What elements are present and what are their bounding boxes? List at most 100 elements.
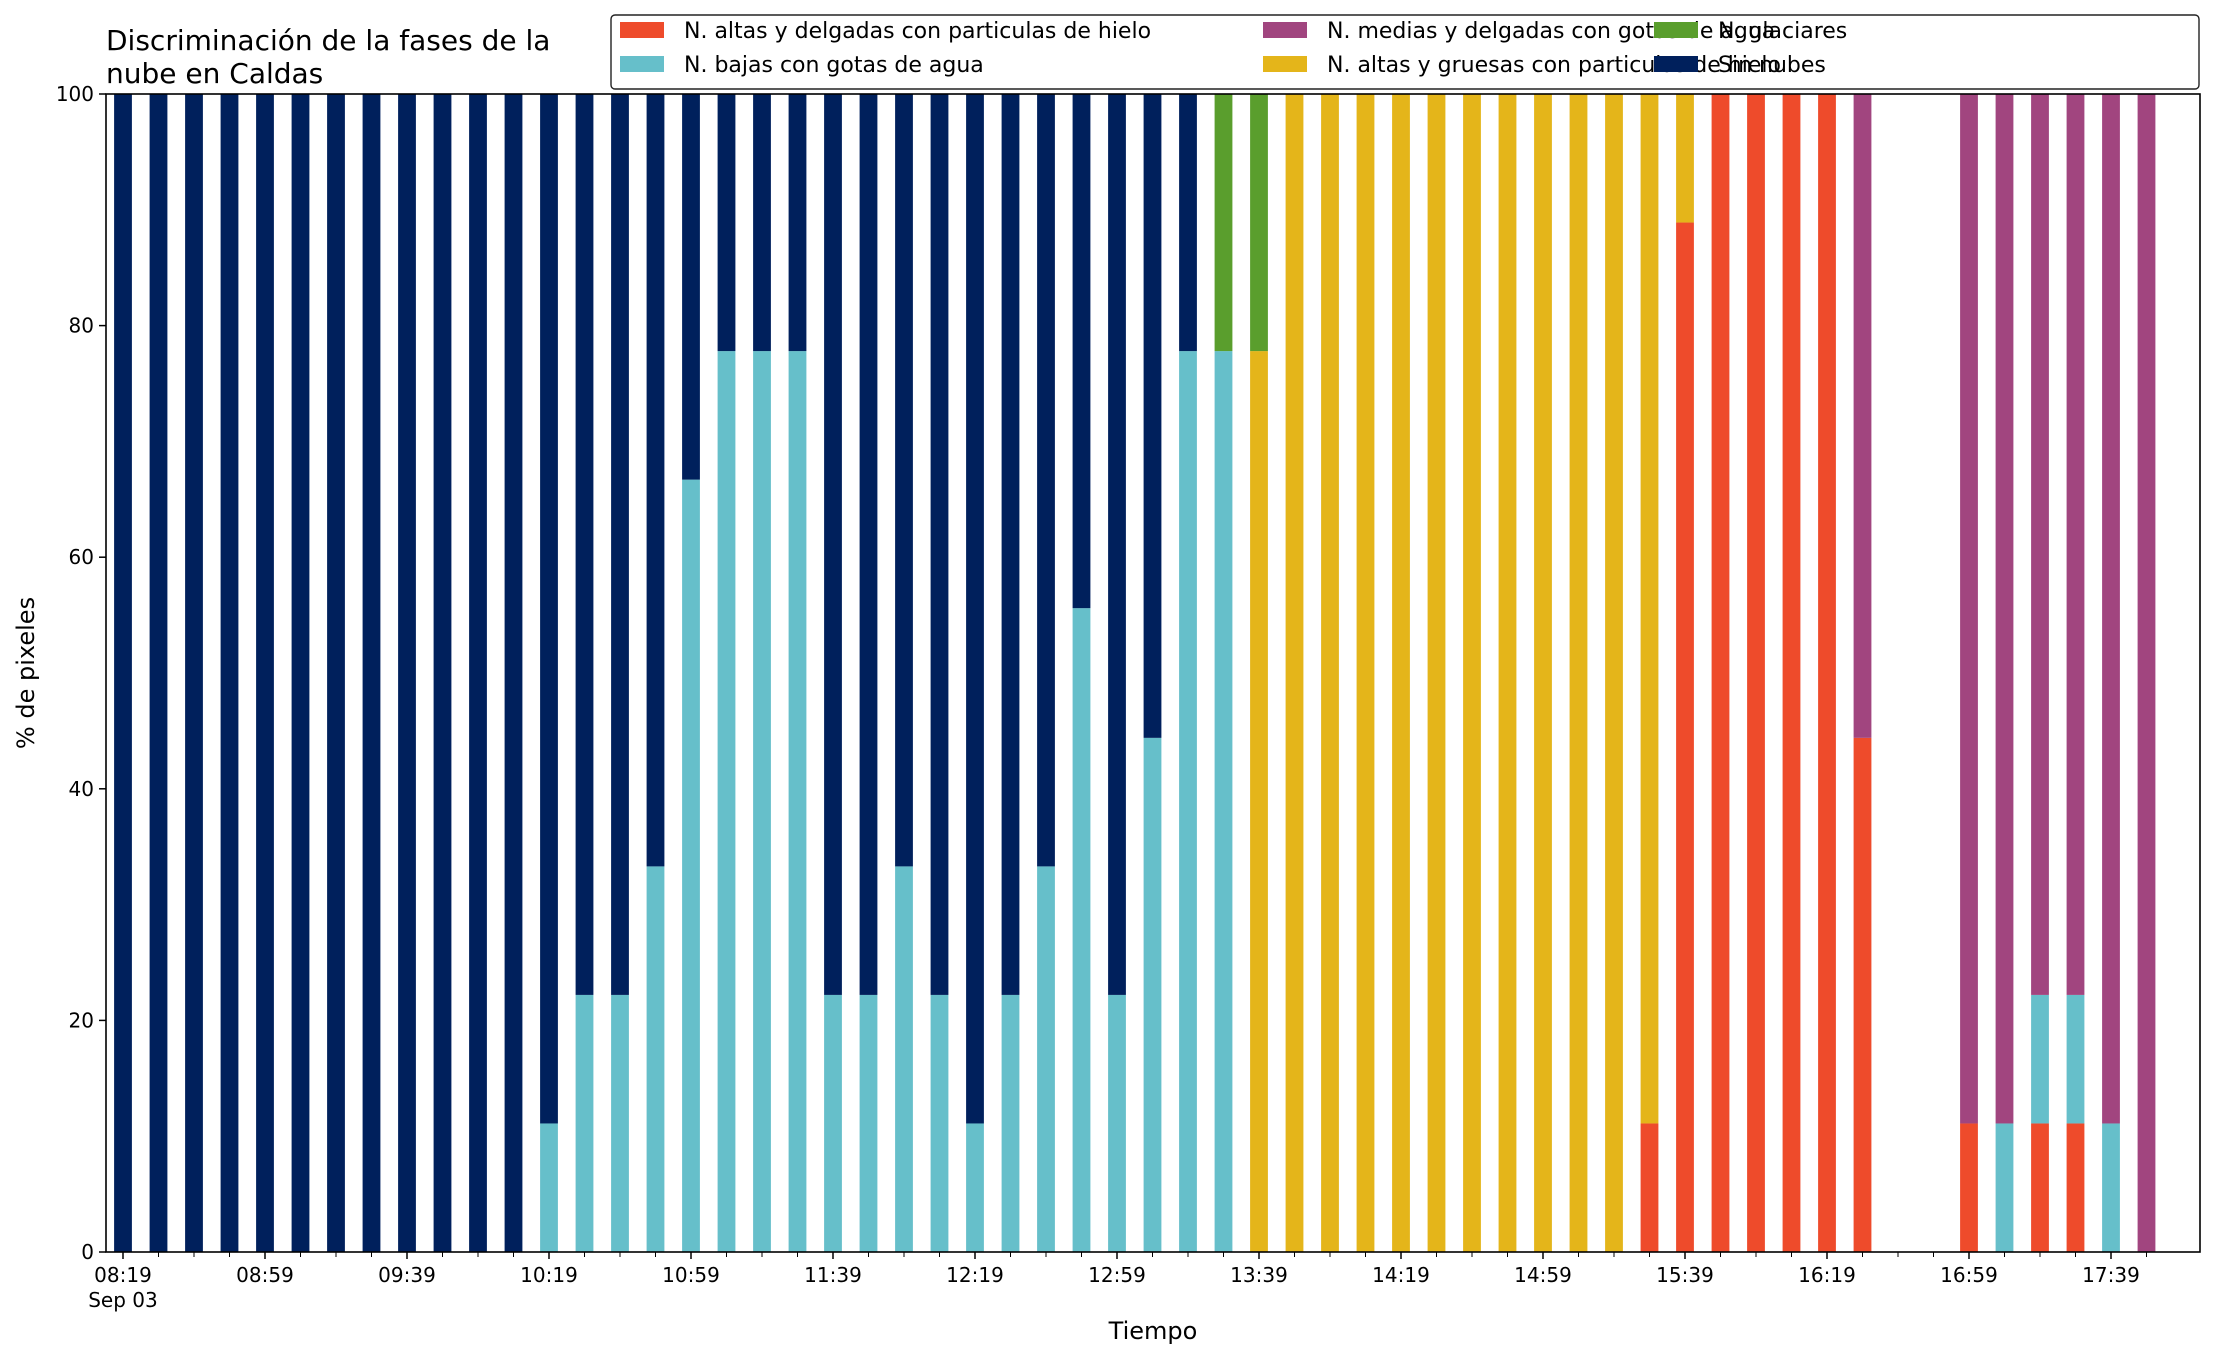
legend-label-n-medias-y-delgadas-con-gotas-de-agua: N. medias y delgadas con gotas de agua: [1327, 19, 1775, 44]
bar-n-glaciares-1329: [1214, 94, 1233, 352]
legend-label-n-altas-y-gruesas-con-particulas-de-hielo: N. altas y gruesas con particulas de hie…: [1327, 53, 1781, 78]
bar-sin-nubes-1039: [611, 94, 629, 995]
bar-n-bajas-con-gotas-de-agua-1039: [611, 994, 629, 1252]
bar-sin-nubes-1119: [753, 94, 771, 352]
bar-n-altas-y-delgadas-con-particulas-de-hielo-1729: [2066, 1123, 2085, 1252]
bar-n-bajas-con-gotas-de-agua-1729: [2066, 994, 2085, 1124]
bar-sin-nubes-0849: [220, 94, 239, 1252]
bar-n-altas-y-delgadas-con-particulas-de-hielo-1719: [2031, 1123, 2049, 1252]
bar-n-bajas-con-gotas-de-agua-1049: [646, 866, 665, 1252]
legend-swatch-n-altas-y-delgadas-con-particulas-de-hielo: [620, 22, 664, 38]
bar-n-bajas-con-gotas-de-agua-1059: [682, 479, 700, 1252]
legend-label-sin-nubes: Sin nubes: [1718, 53, 1826, 78]
x-tick-label: 17:39: [2082, 1263, 2140, 1287]
bar-sin-nubes-1009: [504, 94, 523, 1252]
legend-label-n-bajas-con-gotas-de-agua: N. bajas con gotas de agua: [684, 53, 984, 78]
bar-n-medias-y-delgadas-con-gotas-de-agua-1749: [2137, 94, 2156, 1252]
legend-swatch-sin-nubes: [1654, 56, 1698, 72]
legend-label-n-altas-y-delgadas-con-particulas-de-hielo: N. altas y delgadas con particulas de hi…: [684, 19, 1151, 44]
bar-sin-nubes-0839: [185, 94, 203, 1252]
bar-n-bajas-con-gotas-de-agua-1709: [1995, 1123, 2014, 1252]
bar-n-altas-y-gruesas-con-particulas-de-hielo-1349: [1285, 94, 1304, 1252]
x-axis-label: Tiempo: [1108, 1317, 1198, 1345]
bar-sin-nubes-1019: [540, 94, 558, 1124]
y-tick-label: 20: [69, 1008, 94, 1032]
x-tick-label: 14:19: [1372, 1263, 1430, 1287]
x-tick-label: 10:59: [662, 1263, 720, 1287]
bar-sin-nubes-1109: [717, 94, 736, 352]
chart-title-line-1: Discriminación de la fases de la: [106, 24, 550, 57]
bar-n-bajas-con-gotas-de-agua-1159: [895, 866, 913, 1252]
x-tick-label: 10:19: [520, 1263, 578, 1287]
bar-n-altas-y-gruesas-con-particulas-de-hielo-1419: [1392, 94, 1410, 1252]
bar-n-altas-y-delgadas-con-particulas-de-hielo-1529: [1640, 1123, 1659, 1252]
bar-n-altas-y-delgadas-con-particulas-de-hielo-1539: [1676, 222, 1694, 1252]
bar-n-medias-y-delgadas-con-gotas-de-agua-1719: [2031, 94, 2049, 995]
bar-n-bajas-con-gotas-de-agua-1259: [1108, 994, 1126, 1252]
bar-sin-nubes-1309: [1143, 94, 1162, 738]
bar-n-altas-y-gruesas-con-particulas-de-hielo-1409: [1356, 94, 1375, 1252]
bar-n-bajas-con-gotas-de-agua-1109: [717, 351, 736, 1253]
y-tick-label: 80: [69, 314, 94, 338]
x-tick-label: 11:39: [804, 1263, 862, 1287]
y-axis: 0 20 40 60 80 100: [56, 82, 106, 1264]
x-date-label: Sep 03: [88, 1288, 158, 1312]
bar-sin-nubes-0819: [114, 94, 132, 1252]
bar-n-altas-y-gruesas-con-particulas-de-hielo-1459: [1534, 94, 1552, 1252]
bar-n-bajas-con-gotas-de-agua-1209: [930, 994, 949, 1252]
x-tick-label: 08:19: [94, 1263, 152, 1287]
bar-n-bajas-con-gotas-de-agua-1719: [2031, 994, 2049, 1124]
x-tick-label: 14:59: [1514, 1263, 1572, 1287]
legend-label-n-glaciares: N. glaciares: [1718, 19, 1847, 44]
x-tick-label: 12:19: [946, 1263, 1004, 1287]
bar-sin-nubes-1049: [646, 94, 665, 867]
x-tick-label: 08:59: [236, 1263, 294, 1287]
bar-sin-nubes-1319: [1179, 94, 1197, 352]
bar-n-bajas-con-gotas-de-agua-1739: [2102, 1123, 2120, 1252]
x-tick-label: 13:39: [1230, 1263, 1288, 1287]
bar-n-altas-y-gruesas-con-particulas-de-hielo-1439: [1463, 94, 1481, 1252]
bar-n-bajas-con-gotas-de-agua-1239: [1037, 866, 1055, 1252]
bar-sin-nubes-1129: [788, 94, 807, 352]
x-tick-label: 12:59: [1088, 1263, 1146, 1287]
x-tick-label: 16:19: [1798, 1263, 1856, 1287]
bar-sin-nubes-0859: [256, 94, 274, 1252]
x-tick-label: 16:59: [1940, 1263, 1998, 1287]
legend-swatch-n-glaciares: [1654, 22, 1698, 38]
bar-n-bajas-con-gotas-de-agua-1129: [788, 351, 807, 1253]
bar-n-medias-y-delgadas-con-gotas-de-agua-1739: [2102, 94, 2120, 1124]
y-tick-label: 0: [81, 1240, 94, 1264]
bar-n-bajas-con-gotas-de-agua-1329: [1214, 351, 1233, 1253]
bar-n-altas-y-gruesas-con-particulas-de-hielo-1509: [1569, 94, 1588, 1252]
bar-n-altas-y-gruesas-con-particulas-de-hielo-1429: [1427, 94, 1446, 1252]
bar-n-medias-y-delgadas-con-gotas-de-agua-1629: [1853, 94, 1872, 738]
bar-n-medias-y-delgadas-con-gotas-de-agua-1709: [1995, 94, 2014, 1124]
legend-swatch-n-medias-y-delgadas-con-gotas-de-agua: [1263, 22, 1307, 38]
bar-n-altas-y-delgadas-con-particulas-de-hielo-1629: [1853, 737, 1872, 1252]
bar-sin-nubes-1209: [930, 94, 949, 995]
y-axis-label: % de pixeles: [12, 597, 40, 749]
bar-sin-nubes-0919: [327, 94, 345, 1252]
bar-sin-nubes-1219: [966, 94, 984, 1124]
bar-n-altas-y-delgadas-con-particulas-de-hielo-1559: [1747, 94, 1765, 1252]
x-tick-label: 09:39: [378, 1263, 436, 1287]
y-tick-label: 60: [69, 545, 94, 569]
bar-sin-nubes-1149: [859, 94, 878, 995]
legend-swatch-n-altas-y-gruesas-con-particulas-de-hielo: [1263, 56, 1307, 72]
bar-n-bajas-con-gotas-de-agua-1149: [859, 994, 878, 1252]
bar-sin-nubes-1229: [1001, 94, 1020, 995]
legend-box: [610, 14, 2200, 90]
bar-sin-nubes-1249: [1072, 94, 1091, 609]
bar-n-bajas-con-gotas-de-agua-1319: [1179, 351, 1197, 1253]
bar-sin-nubes-0929: [362, 94, 381, 1252]
bar-sin-nubes-1239: [1037, 94, 1055, 867]
bar-n-altas-y-delgadas-con-particulas-de-hielo-1619: [1818, 94, 1836, 1252]
y-tick-label: 100: [56, 82, 94, 106]
bar-n-altas-y-gruesas-con-particulas-de-hielo-1359: [1321, 94, 1339, 1252]
bar-sin-nubes-1029: [575, 94, 594, 995]
bar-n-altas-y-gruesas-con-particulas-de-hielo-1449: [1498, 94, 1517, 1252]
bar-sin-nubes-1159: [895, 94, 913, 867]
